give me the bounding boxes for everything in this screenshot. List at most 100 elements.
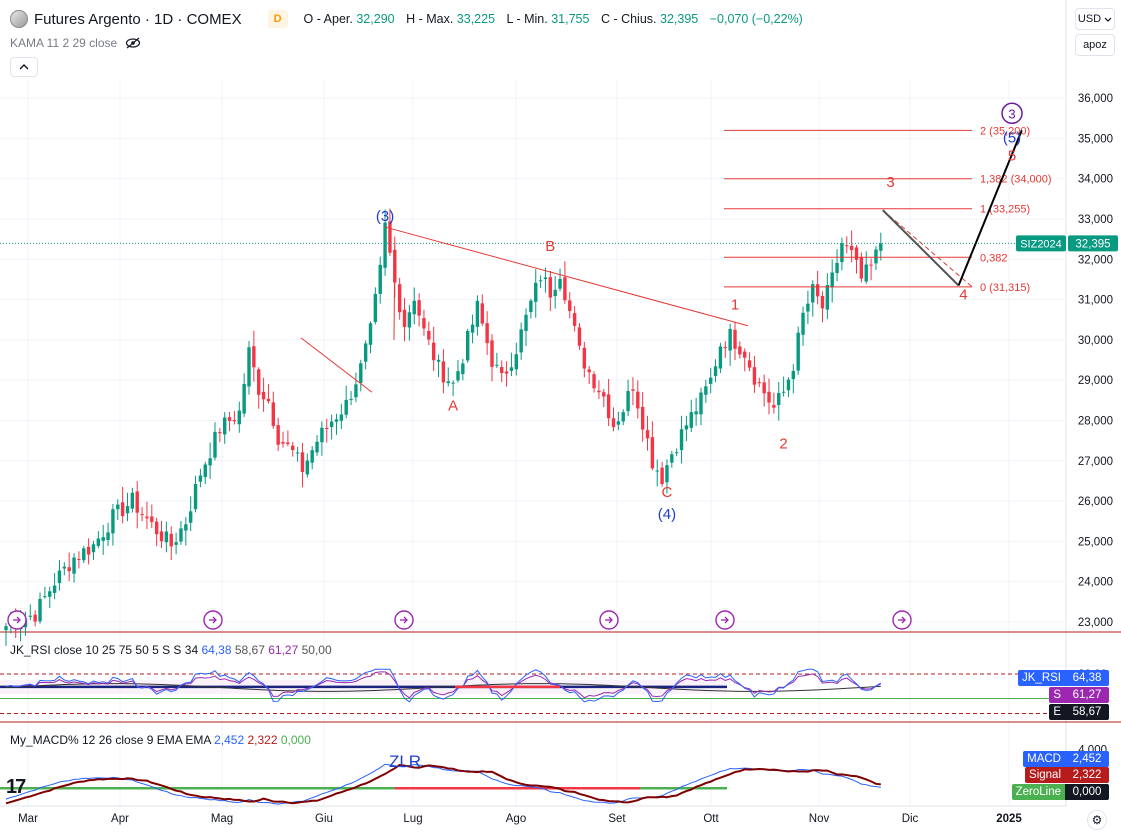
- rsi-badge-value: 64,38: [1065, 670, 1109, 686]
- candle-body: [111, 509, 115, 534]
- candle-body: [470, 324, 475, 333]
- time-tick-label: Ott: [703, 813, 719, 825]
- lightning-event-icon: [715, 610, 735, 630]
- symbol-title[interactable]: Futures Argento · 1D · COMEX: [34, 10, 242, 28]
- candle-body: [397, 284, 402, 313]
- candle-body: [645, 430, 650, 439]
- macd-badge-name: MACD: [1023, 751, 1065, 767]
- candle-body: [295, 452, 300, 454]
- candle-body: [811, 284, 815, 303]
- wave-label: 3: [886, 174, 894, 191]
- candle-body: [475, 300, 480, 327]
- candle-body: [466, 330, 470, 361]
- price-tick-label: 36,000: [1078, 93, 1113, 105]
- dividend-event-icon: [394, 610, 414, 630]
- candle-body: [67, 567, 71, 572]
- time-tick-label: Giu: [315, 813, 333, 825]
- candle-body: [266, 398, 271, 402]
- candle-body: [417, 300, 421, 316]
- candle-body: [62, 566, 67, 569]
- zeroline-badge-name: ZeroLine: [1011, 784, 1065, 800]
- fib-level-label: 0,382: [980, 252, 1008, 264]
- projection-dashed-line: [882, 209, 973, 288]
- time-tick-label: Dic: [902, 813, 919, 825]
- price-tick-label: 24,000: [1078, 577, 1113, 589]
- candle-body: [699, 392, 703, 415]
- collapse-legend-button[interactable]: [10, 57, 38, 77]
- time-tick-label: Nov: [809, 813, 830, 825]
- candle-body: [281, 442, 285, 444]
- rsi-e-line: [5, 683, 881, 692]
- fib-level-label: 2 (35,200): [980, 125, 1030, 137]
- price-tick-label: 30,000: [1078, 335, 1113, 347]
- macd-line: [5, 763, 881, 805]
- candle-body: [747, 360, 752, 368]
- candle-body: [830, 272, 834, 288]
- candle-body: [713, 366, 718, 377]
- candle-body: [378, 264, 382, 294]
- candle-body: [480, 303, 484, 324]
- candle-body: [733, 329, 737, 349]
- candle-body: [548, 277, 553, 298]
- candle-body: [227, 417, 232, 421]
- fib-level-label: 1,382 (34,000): [980, 174, 1052, 186]
- candle-body: [504, 371, 509, 374]
- macd-value-3: 0,000: [280, 733, 311, 747]
- price-line-tag-text: SIZ2024: [1020, 238, 1062, 250]
- price-tick-label: 33,000: [1078, 214, 1113, 226]
- candle-body: [441, 361, 446, 383]
- candle-body: [495, 364, 499, 366]
- tradingview-logo[interactable]: 17: [6, 776, 26, 798]
- ohlc-readout: O - Aper. 32,290 H - Max. 33,225 L - Min…: [304, 12, 811, 26]
- wedge-lower-line: [300, 337, 373, 393]
- candle-body: [820, 295, 825, 309]
- candle-body: [188, 511, 193, 523]
- candle-body: [572, 313, 577, 326]
- candle-body: [514, 354, 518, 370]
- gear-icon[interactable]: ⚙: [1087, 810, 1107, 830]
- dividend-event-icon: [599, 610, 619, 630]
- candle-body: [524, 314, 528, 331]
- candle-body: [422, 318, 426, 329]
- flag-pill[interactable]: D: [256, 10, 288, 28]
- candle-body: [592, 374, 596, 389]
- price-tick-label: 27,000: [1078, 456, 1113, 468]
- zlr-annotation: ZLR: [389, 752, 421, 771]
- wave-label: (3): [376, 208, 394, 225]
- candle-body: [179, 528, 183, 542]
- candles-group: [4, 208, 883, 646]
- candle-body: [543, 277, 548, 280]
- eye-off-icon[interactable]: [125, 37, 141, 49]
- candle-body: [354, 384, 358, 398]
- close-value: 32,395: [660, 12, 699, 26]
- price-tick-label: 29,000: [1078, 375, 1113, 387]
- rsi-s-badge: S 61,27: [1049, 687, 1109, 703]
- candle-body: [86, 546, 91, 555]
- signal-badge-name: Signal: [1025, 767, 1065, 783]
- candle-body: [796, 332, 800, 371]
- indicator-legend[interactable]: KAMA 11 2 29 close: [10, 36, 141, 50]
- rsi-badge: JK_RSI 64,38: [1018, 670, 1109, 686]
- time-tick-label: Ago: [506, 813, 526, 825]
- candle-body: [718, 346, 723, 369]
- candle-body: [650, 437, 655, 469]
- candle-body: [271, 402, 275, 426]
- time-tick-label: Mar: [18, 813, 38, 825]
- wave-label: 2: [779, 436, 787, 453]
- candle-body: [815, 284, 820, 297]
- scale-mode-selector[interactable]: apoz: [1075, 34, 1115, 56]
- currency-selector[interactable]: USD: [1075, 8, 1115, 30]
- price-line-tag: [1016, 235, 1066, 252]
- candle-body: [388, 221, 392, 253]
- candle-body: [91, 544, 96, 553]
- candle-body: [801, 312, 805, 335]
- candle-body: [529, 300, 533, 313]
- macd-legend[interactable]: My_MACD% 12 26 close 9 EMA EMA 2,452 2,3…: [10, 733, 311, 747]
- candle-body: [640, 406, 645, 430]
- fib-level-label: 0 (31,315): [980, 282, 1030, 294]
- rsi-legend[interactable]: JK_RSI close 10 25 75 50 5 S S 34 64,38 …: [10, 643, 332, 657]
- candle-body: [777, 392, 781, 406]
- candle-body: [490, 340, 494, 367]
